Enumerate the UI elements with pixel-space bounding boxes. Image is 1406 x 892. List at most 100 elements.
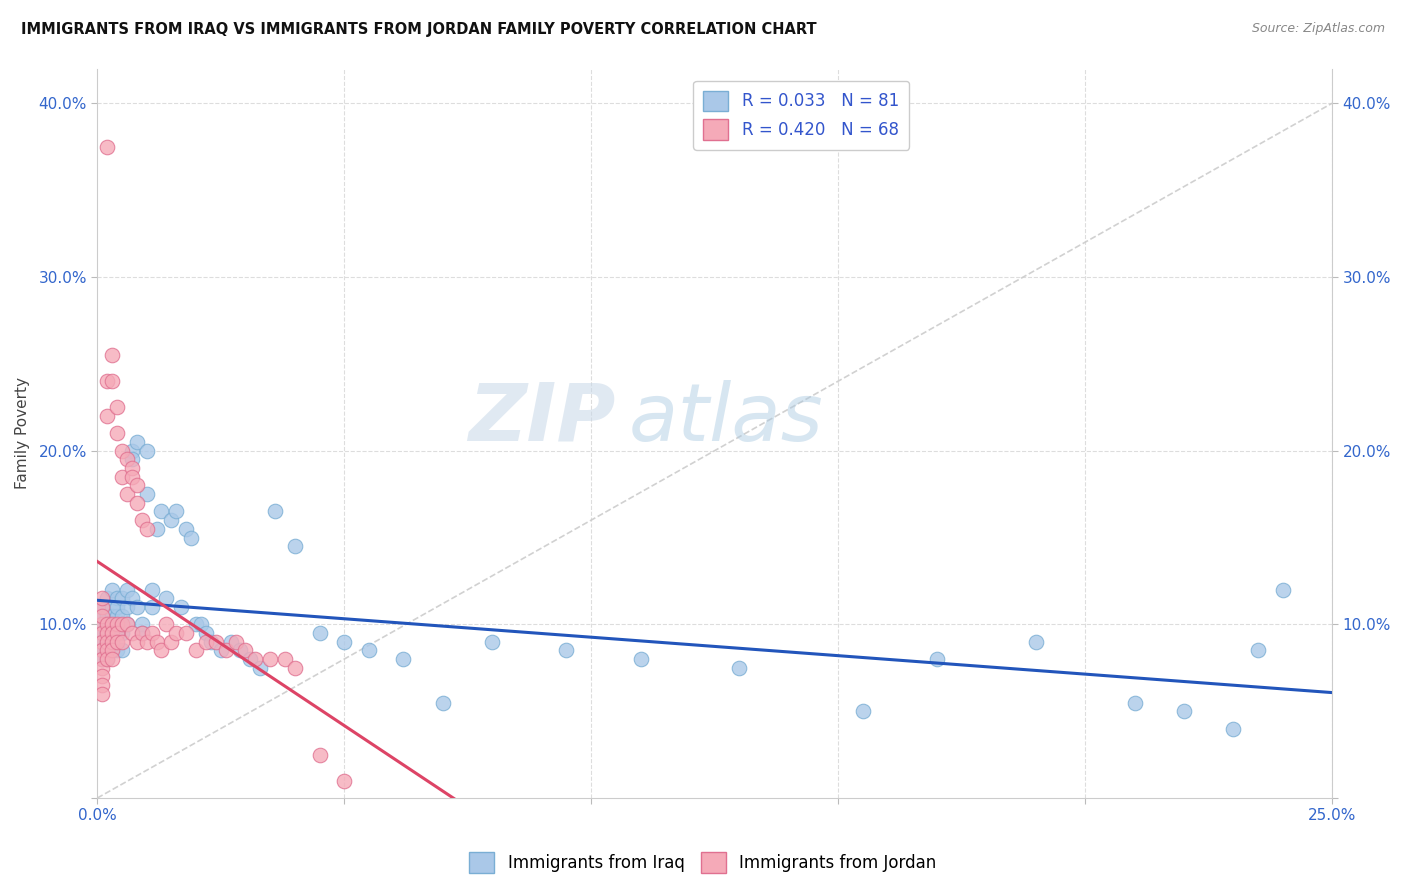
Point	[174, 522, 197, 536]
Point	[125, 434, 148, 449]
Point	[101, 348, 124, 362]
Point	[160, 513, 183, 527]
Text: IMMIGRANTS FROM IRAQ VS IMMIGRANTS FROM JORDAN FAMILY POVERTY CORRELATION CHART: IMMIGRANTS FROM IRAQ VS IMMIGRANTS FROM …	[21, 22, 817, 37]
Point	[96, 374, 118, 388]
Legend: R = 0.033   N = 81, R = 0.420   N = 68: R = 0.033 N = 81, R = 0.420 N = 68	[693, 80, 908, 150]
Point	[1123, 696, 1146, 710]
Point	[115, 582, 138, 597]
Point	[96, 591, 118, 606]
Point	[190, 617, 212, 632]
Point	[160, 634, 183, 648]
Point	[259, 652, 281, 666]
Point	[111, 626, 134, 640]
Point	[101, 626, 124, 640]
Point	[96, 626, 118, 640]
Point	[91, 599, 114, 614]
Point	[105, 643, 128, 657]
Point	[145, 522, 167, 536]
Point	[141, 582, 163, 597]
Point	[96, 634, 118, 648]
Point	[264, 504, 287, 518]
Point	[274, 652, 297, 666]
Point	[194, 626, 217, 640]
Point	[111, 617, 134, 632]
Point	[141, 626, 163, 640]
Y-axis label: Family Poverty: Family Poverty	[15, 377, 30, 490]
Point	[91, 599, 114, 614]
Point	[131, 626, 153, 640]
Point	[115, 617, 138, 632]
Point	[91, 687, 114, 701]
Point	[115, 452, 138, 467]
Point	[357, 643, 380, 657]
Point	[1173, 704, 1195, 718]
Point	[105, 591, 128, 606]
Point	[91, 617, 114, 632]
Legend: Immigrants from Iraq, Immigrants from Jordan: Immigrants from Iraq, Immigrants from Jo…	[463, 846, 943, 880]
Point	[91, 643, 114, 657]
Point	[630, 652, 652, 666]
Point	[131, 513, 153, 527]
Point	[135, 487, 157, 501]
Point	[91, 634, 114, 648]
Point	[91, 626, 114, 640]
Point	[115, 487, 138, 501]
Point	[225, 634, 247, 648]
Point	[184, 643, 207, 657]
Point	[96, 643, 118, 657]
Point	[105, 634, 128, 648]
Point	[155, 617, 177, 632]
Point	[101, 643, 124, 657]
Point	[1247, 643, 1270, 657]
Point	[105, 617, 128, 632]
Point	[96, 608, 118, 623]
Point	[131, 626, 153, 640]
Point	[96, 652, 118, 666]
Point	[229, 643, 252, 657]
Point	[111, 591, 134, 606]
Point	[101, 652, 124, 666]
Point	[105, 599, 128, 614]
Point	[284, 661, 307, 675]
Point	[215, 643, 238, 657]
Point	[1025, 634, 1047, 648]
Point	[141, 599, 163, 614]
Point	[111, 443, 134, 458]
Text: ZIP: ZIP	[468, 380, 616, 458]
Point	[101, 634, 124, 648]
Point	[180, 531, 202, 545]
Point	[91, 669, 114, 683]
Point	[284, 539, 307, 553]
Point	[91, 661, 114, 675]
Point	[91, 626, 114, 640]
Point	[135, 522, 157, 536]
Point	[105, 626, 128, 640]
Point	[170, 599, 193, 614]
Point	[145, 634, 167, 648]
Point	[308, 626, 330, 640]
Point	[101, 374, 124, 388]
Point	[91, 634, 114, 648]
Point	[150, 504, 173, 518]
Point	[91, 591, 114, 606]
Point	[174, 626, 197, 640]
Point	[111, 469, 134, 483]
Text: Source: ZipAtlas.com: Source: ZipAtlas.com	[1251, 22, 1385, 36]
Point	[135, 634, 157, 648]
Point	[111, 643, 134, 657]
Point	[91, 652, 114, 666]
Point	[91, 652, 114, 666]
Point	[392, 652, 415, 666]
Point	[555, 643, 578, 657]
Point	[115, 617, 138, 632]
Point	[200, 634, 222, 648]
Text: atlas: atlas	[628, 380, 823, 458]
Point	[125, 599, 148, 614]
Point	[121, 452, 143, 467]
Point	[111, 608, 134, 623]
Point	[91, 608, 114, 623]
Point	[245, 652, 267, 666]
Point	[105, 626, 128, 640]
Point	[121, 626, 143, 640]
Point	[125, 478, 148, 492]
